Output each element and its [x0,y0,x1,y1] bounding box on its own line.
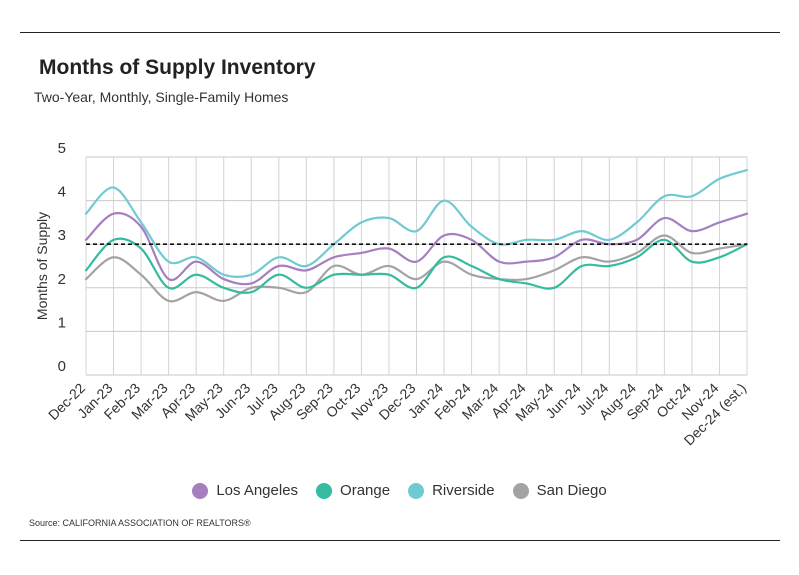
y-axis-label: Months of Supply [34,212,50,320]
chart-title: Months of Supply Inventory [39,56,316,79]
y-tick-label: 0 [58,358,66,375]
legend-item: Riverside [408,482,495,499]
series-line-riverside [84,168,749,279]
legend-item: Orange [316,482,390,499]
legend-label: Orange [340,482,391,499]
chart-legend: Los Angeles Orange Riverside San Diego [0,482,799,499]
legend-label: San Diego [536,482,607,499]
chart-subtitle: Two-Year, Monthly, Single-Family Homes [34,89,289,105]
legend-label: Los Angeles [216,482,299,499]
legend-label: Riverside [432,482,495,499]
y-tick-label: 5 [58,140,66,157]
legend-swatch [316,482,333,499]
legend-swatch [408,482,425,499]
y-tick-label: 4 [58,184,66,201]
y-tick-label: 1 [58,314,66,331]
top-rule [20,32,780,33]
legend-item: Los Angeles [192,482,298,499]
y-tick-label: 3 [58,227,66,244]
series-line-san-diego [84,234,749,303]
series-line-orange [84,237,749,294]
source-note: Source: CALIFORNIA ASSOCIATION OF REALTO… [29,518,251,528]
legend-swatch [192,482,209,499]
series-line-los-angeles [84,212,749,286]
y-tick-label: 2 [58,271,66,288]
legend-swatch [512,482,529,499]
bottom-rule [20,540,780,541]
legend-item: San Diego [512,482,607,499]
